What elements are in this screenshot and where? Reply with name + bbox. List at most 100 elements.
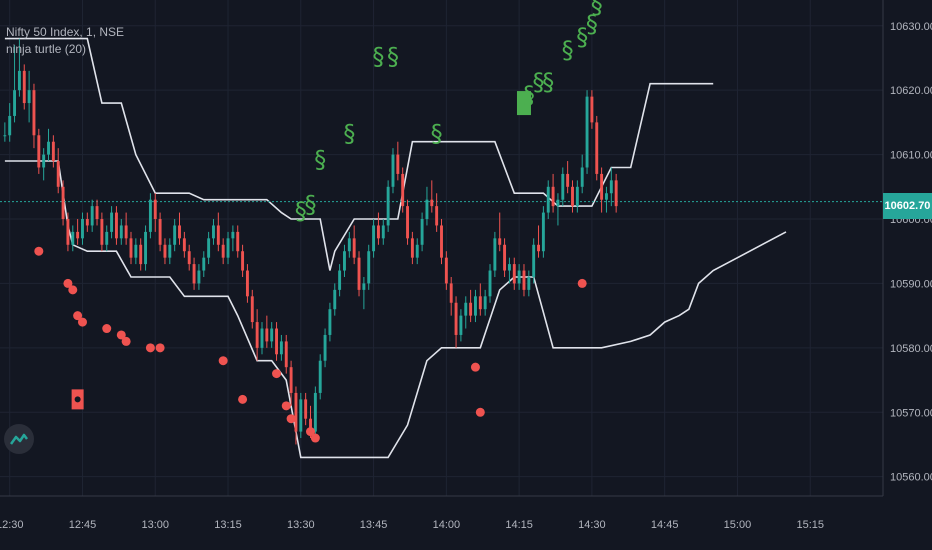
candle-body xyxy=(95,206,99,220)
candle-body xyxy=(284,341,288,368)
candle-body xyxy=(119,225,123,239)
buy-signal-marker: § xyxy=(305,191,317,219)
candle-body xyxy=(129,238,133,258)
candle-body xyxy=(561,173,565,200)
candle-body xyxy=(600,173,604,200)
x-tick-label: 12:30 xyxy=(0,519,23,531)
x-tick-label: 13:15 xyxy=(214,519,242,531)
sell-dot xyxy=(238,394,248,404)
candle-body xyxy=(260,328,264,348)
candle-body xyxy=(81,219,84,239)
candle-body xyxy=(299,399,303,432)
candle-body xyxy=(148,199,152,232)
candle-body xyxy=(420,219,424,245)
candle-body xyxy=(454,302,458,335)
candle-body xyxy=(313,392,317,432)
candle-body xyxy=(323,334,327,361)
sell-box-dot xyxy=(74,396,81,403)
candle-body xyxy=(56,161,60,187)
candle-body xyxy=(309,418,312,432)
candle-body xyxy=(585,96,589,168)
candle-body xyxy=(464,302,468,316)
candle-body xyxy=(110,212,114,232)
candle-body xyxy=(66,219,70,245)
candle-body xyxy=(362,283,366,290)
candle-body xyxy=(338,270,342,290)
x-tick-label: 14:00 xyxy=(433,519,461,531)
candle-body xyxy=(27,90,31,104)
candle-body xyxy=(318,360,322,393)
buy-signal-marker: § xyxy=(523,81,535,109)
y-tick-label: 10570.00 xyxy=(890,407,932,419)
buy-signal-marker: § xyxy=(542,68,554,96)
candle-body xyxy=(289,367,293,393)
legend-symbol[interactable]: Nifty 50 Index, 1, NSE xyxy=(6,25,125,39)
candle-body xyxy=(503,244,507,271)
sell-dot xyxy=(155,343,165,353)
candle-body xyxy=(163,244,167,258)
candle-body xyxy=(391,154,395,187)
candle-body xyxy=(105,231,109,245)
chart-legend: Nifty 50 Index, 1, NSE ninja turtle (20) xyxy=(6,24,124,58)
sell-dot xyxy=(470,362,480,372)
candle-body xyxy=(245,270,249,297)
buy-signal-marker: § xyxy=(295,197,307,225)
tradingview-logo-icon[interactable] xyxy=(4,424,34,454)
candle-body xyxy=(493,238,497,271)
candle-body xyxy=(47,141,50,155)
candle-body xyxy=(474,296,477,316)
x-tick-label: 13:00 xyxy=(141,519,169,531)
candle-body xyxy=(352,238,356,258)
candle-body xyxy=(275,328,278,355)
candle-body xyxy=(537,244,540,252)
candle-body xyxy=(386,186,390,226)
candle-body xyxy=(187,251,191,265)
candle-body xyxy=(396,154,400,174)
candle-body xyxy=(449,283,453,303)
candle-body xyxy=(483,296,487,310)
candle-body xyxy=(551,186,555,207)
y-tick-label: 10630.00 xyxy=(890,21,932,33)
buy-signal-marker: § xyxy=(343,120,355,148)
buy-signal-marker: § xyxy=(591,0,603,19)
candle-body xyxy=(8,115,12,136)
candle-body xyxy=(541,212,545,252)
candle-body xyxy=(580,167,584,187)
candle-body xyxy=(401,173,405,207)
sell-dot xyxy=(116,330,126,340)
candle-body xyxy=(212,225,215,239)
buy-signal-marker: § xyxy=(431,120,443,148)
sell-dot xyxy=(577,278,587,288)
candle-body xyxy=(265,328,269,342)
sell-dot xyxy=(73,311,83,321)
buy-box-marker xyxy=(516,91,531,116)
candle-body xyxy=(444,257,448,284)
legend-indicator[interactable]: ninja turtle (20) xyxy=(6,42,87,56)
candle-body xyxy=(415,244,419,258)
buy-signal-marker: § xyxy=(387,42,399,70)
candle-body xyxy=(294,392,298,432)
y-tick-label: 10590.00 xyxy=(890,278,932,290)
candle-body xyxy=(250,296,254,323)
candle-body xyxy=(347,238,351,252)
price-axis xyxy=(883,0,932,550)
x-tick-label: 14:15 xyxy=(505,519,533,531)
candle-body xyxy=(435,206,439,226)
sell-dot xyxy=(102,324,112,334)
buy-signal-marker: § xyxy=(586,10,598,38)
y-tick-label: 10620.00 xyxy=(890,85,932,97)
candle-body xyxy=(197,270,201,284)
candle-body xyxy=(144,231,148,265)
y-tick-label: 10580.00 xyxy=(890,343,932,355)
candle-body xyxy=(114,212,118,239)
upper-band-line xyxy=(4,37,714,271)
candlestick-series xyxy=(3,38,618,445)
sell-dot xyxy=(286,414,296,424)
candle-body xyxy=(566,173,570,187)
x-tick-label: 14:45 xyxy=(651,519,679,531)
candle-body xyxy=(61,186,65,220)
candle-body xyxy=(343,251,346,271)
candle-body xyxy=(168,244,172,258)
